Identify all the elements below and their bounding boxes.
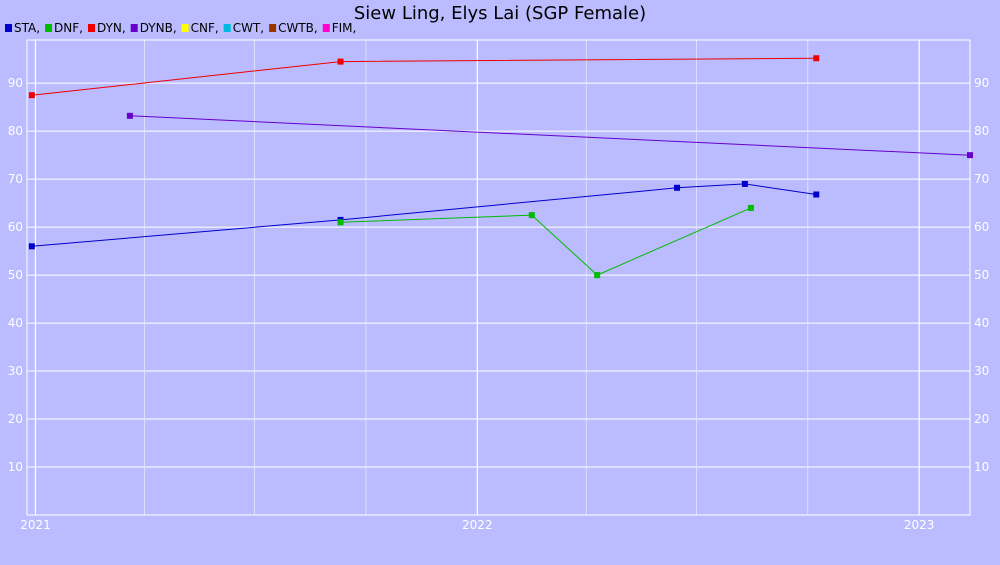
- y-tick-left-1: 20: [8, 412, 23, 426]
- y-tick-right-1: 20: [974, 412, 989, 426]
- y-tick-right-0: 10: [974, 460, 989, 474]
- y-tick-right-2: 30: [974, 364, 989, 378]
- legend-label-6: CWTB,: [278, 21, 318, 35]
- series-1-point-2: [594, 272, 601, 279]
- y-axis-right: 10 20 30 40 50 60 70 80 90: [974, 76, 989, 474]
- series-1-point-3: [747, 204, 754, 211]
- y-tick-left-3: 40: [8, 316, 23, 330]
- series-3-point-0: [126, 112, 133, 119]
- series-0-point-4: [813, 191, 820, 198]
- y-tick-right-5: 60: [974, 220, 989, 234]
- legend-label-1: DNF,: [54, 21, 83, 35]
- legend-label-5: CWT,: [233, 21, 264, 35]
- y-tick-right-4: 50: [974, 268, 989, 282]
- y-tick-left-7: 80: [8, 124, 23, 138]
- legend-swatch-6: [269, 24, 277, 32]
- series-line-3: [129, 115, 971, 156]
- series-line-1: [340, 207, 752, 276]
- y-tick-left-6: 70: [8, 172, 23, 186]
- y-tick-right-6: 70: [974, 172, 989, 186]
- x-tick-1: 2022: [462, 518, 493, 532]
- series-line-2: [31, 57, 817, 96]
- legend-swatch-4: [181, 24, 189, 32]
- y-tick-left-2: 30: [8, 364, 23, 378]
- legend-label-7: FIM,: [332, 21, 357, 35]
- y-tick-left-4: 50: [8, 268, 23, 282]
- series-layer: [28, 55, 973, 279]
- y-tick-left-8: 90: [8, 76, 23, 90]
- legend-label-4: CNF,: [191, 21, 219, 35]
- series-0-point-0: [28, 243, 35, 250]
- legend-label-0: STA,: [14, 21, 40, 35]
- series-0-point-3: [741, 180, 748, 187]
- series-0-point-2: [674, 184, 681, 191]
- legend-swatch-5: [223, 24, 231, 32]
- legend: STA, DNF, DYN, DYNB, CNF, CWT, CWTB, FIM,: [5, 21, 356, 35]
- x-axis: 2021 2022 2023: [20, 518, 934, 532]
- series-1-point-0: [337, 219, 344, 226]
- legend-swatch-7: [322, 24, 330, 32]
- legend-label-3: DYNB,: [140, 21, 177, 35]
- chart-title: Siew Ling, Elys Lai (SGP Female): [354, 3, 646, 24]
- y-tick-right-7: 80: [974, 124, 989, 138]
- plot-frame: [26, 39, 971, 516]
- grid: [27, 40, 970, 515]
- series-line-0: [31, 183, 817, 247]
- series-2-point-2: [813, 55, 820, 62]
- series-2-point-0: [28, 92, 35, 99]
- y-axis-left: 10 20 30 40 50 60 70 80 90: [8, 76, 23, 474]
- y-tick-right-3: 40: [974, 316, 989, 330]
- legend-swatch-3: [130, 24, 138, 32]
- x-tick-0: 2021: [20, 518, 51, 532]
- legend-swatch-0: [5, 24, 12, 32]
- y-tick-left-0: 10: [8, 460, 23, 474]
- legend-swatch-2: [87, 24, 95, 32]
- series-3-point-1: [967, 152, 973, 159]
- y-tick-right-8: 90: [974, 76, 989, 90]
- x-tick-2: 2023: [904, 518, 935, 532]
- legend-swatch-1: [45, 24, 53, 32]
- series-2-point-1: [337, 58, 344, 65]
- series-1-point-1: [528, 212, 535, 219]
- legend-label-2: DYN,: [97, 21, 126, 35]
- y-tick-left-5: 60: [8, 220, 23, 234]
